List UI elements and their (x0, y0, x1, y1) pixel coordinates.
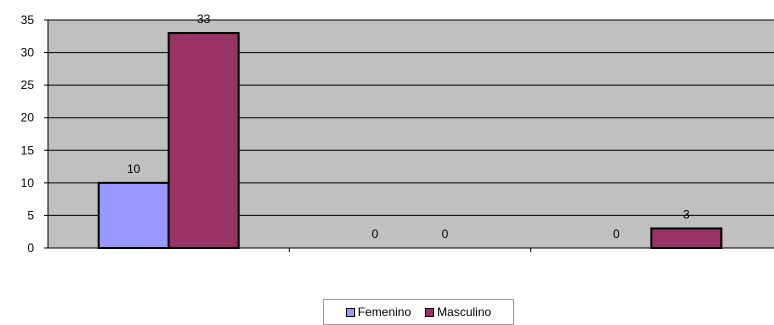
y-tick-label: 0 (27, 241, 34, 255)
data-label: 0 (442, 227, 449, 241)
y-tick-label: 5 (27, 208, 34, 222)
y-tick-label: 20 (21, 111, 35, 125)
legend: Femenino Masculino (323, 299, 514, 325)
data-label: 10 (127, 162, 141, 176)
y-tick-label: 30 (21, 46, 35, 60)
data-label: 33 (197, 12, 211, 26)
legend-swatch-femenino (345, 307, 355, 317)
data-label: 3 (683, 207, 690, 221)
data-labels: 10 33 0 0 0 3 (127, 12, 690, 241)
bar-masculino (650, 227, 723, 249)
legend-swatch-masculino (425, 307, 435, 317)
y-tick-label: 35 (21, 13, 35, 27)
y-tick-label: 15 (21, 143, 35, 157)
legend-item-femenino: Femenino (345, 305, 412, 319)
bars (97, 32, 723, 250)
y-tick-label: 25 (21, 78, 35, 92)
data-label: 0 (372, 227, 379, 241)
legend-item-masculino: Masculino (425, 305, 491, 319)
data-label: 0 (613, 227, 620, 241)
legend-label-femenino: Femenino (357, 305, 412, 319)
y-tick-label: 10 (21, 176, 35, 190)
bar-masculino (167, 32, 240, 250)
legend-label-masculino: Masculino (437, 305, 492, 319)
bar-femenino (97, 181, 170, 250)
